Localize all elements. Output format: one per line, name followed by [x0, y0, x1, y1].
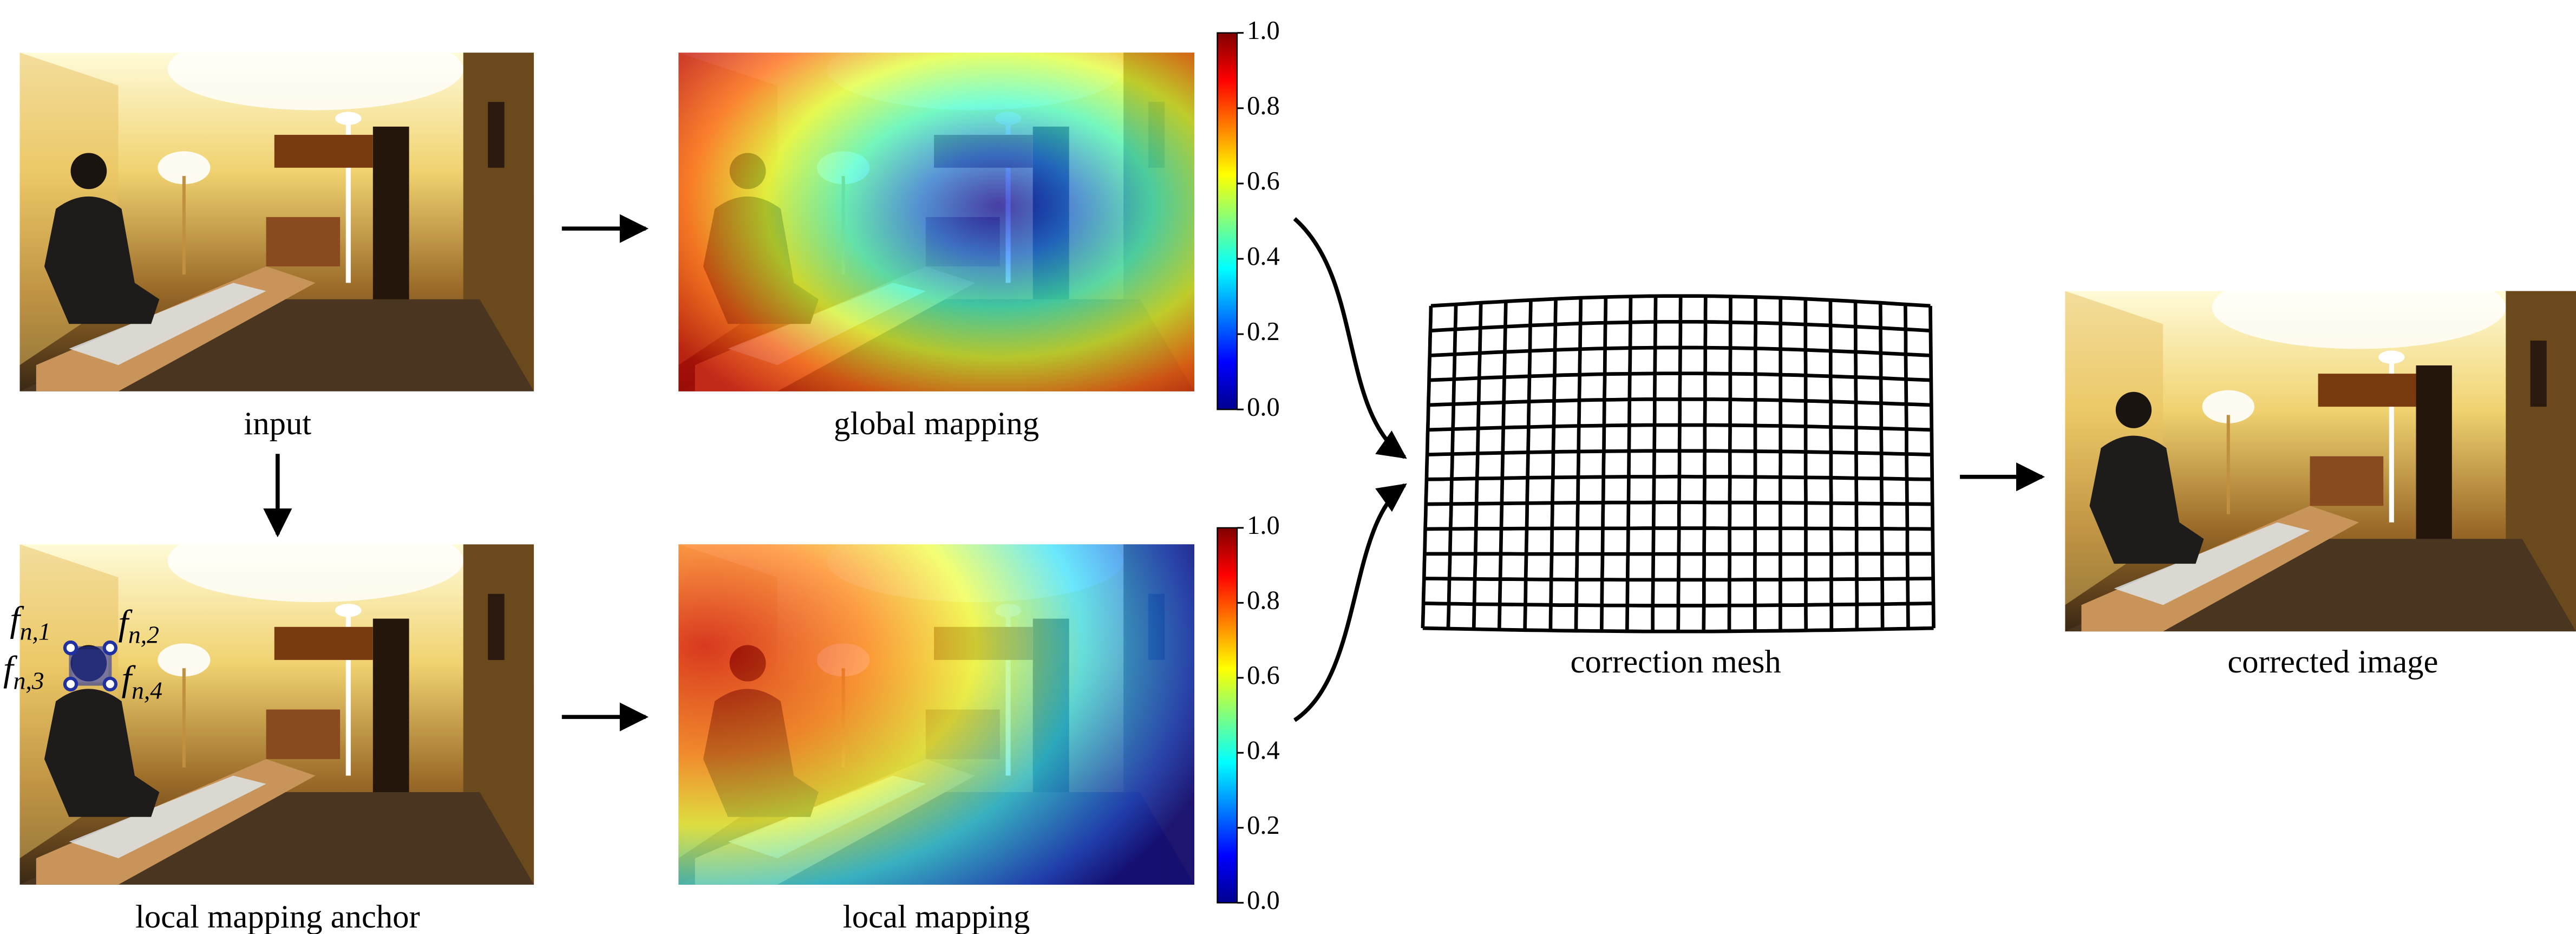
anchor-sub: n,1	[20, 617, 51, 645]
correction-mesh	[1423, 296, 1934, 632]
colorbar-tick-label: 0.0	[1247, 885, 1280, 915]
anchor-sub: n,2	[128, 621, 159, 648]
colorbar-tick-label: 0.4	[1247, 735, 1280, 765]
corrected-image	[2065, 266, 2576, 631]
colorbar-tick-label: 1.0	[1247, 511, 1280, 540]
mesh-line	[1425, 528, 1932, 529]
colorbar-tick-label: 0.6	[1247, 166, 1280, 195]
colorbar	[1218, 528, 1237, 903]
label: input	[244, 406, 311, 442]
colorbar-tick-label: 0.8	[1247, 91, 1280, 120]
colorbar	[1218, 33, 1237, 409]
mesh-line	[1426, 502, 1933, 504]
global-heatmap	[678, 53, 1194, 391]
anchor-sub: n,4	[132, 677, 162, 704]
colorbar-tick-label: 0.2	[1247, 811, 1280, 840]
local-heatmap	[678, 544, 1194, 885]
label: local mapping anchor	[135, 899, 420, 934]
colorbar-tick-label: 1.0	[1247, 16, 1280, 45]
input-image	[19, 28, 534, 391]
anchor-sub: n,3	[14, 667, 44, 694]
label: corrected image	[2227, 644, 2438, 680]
colorbar-tick-label: 0.4	[1247, 241, 1280, 271]
colorbar-tick-label: 0.0	[1247, 392, 1280, 421]
label: correction mesh	[1571, 644, 1781, 680]
colorbar-tick-label: 0.6	[1247, 661, 1280, 690]
anchor-box	[70, 648, 110, 684]
colorbar-tick-label: 0.8	[1247, 585, 1280, 615]
anchor-image	[19, 519, 534, 884]
mesh-line	[1424, 578, 1933, 579]
label: global mapping	[834, 406, 1039, 442]
label: local mapping	[843, 899, 1030, 934]
figure: input global mapping local mapping ancho…	[0, 0, 2576, 934]
colorbar-tick-label: 0.2	[1247, 317, 1280, 346]
